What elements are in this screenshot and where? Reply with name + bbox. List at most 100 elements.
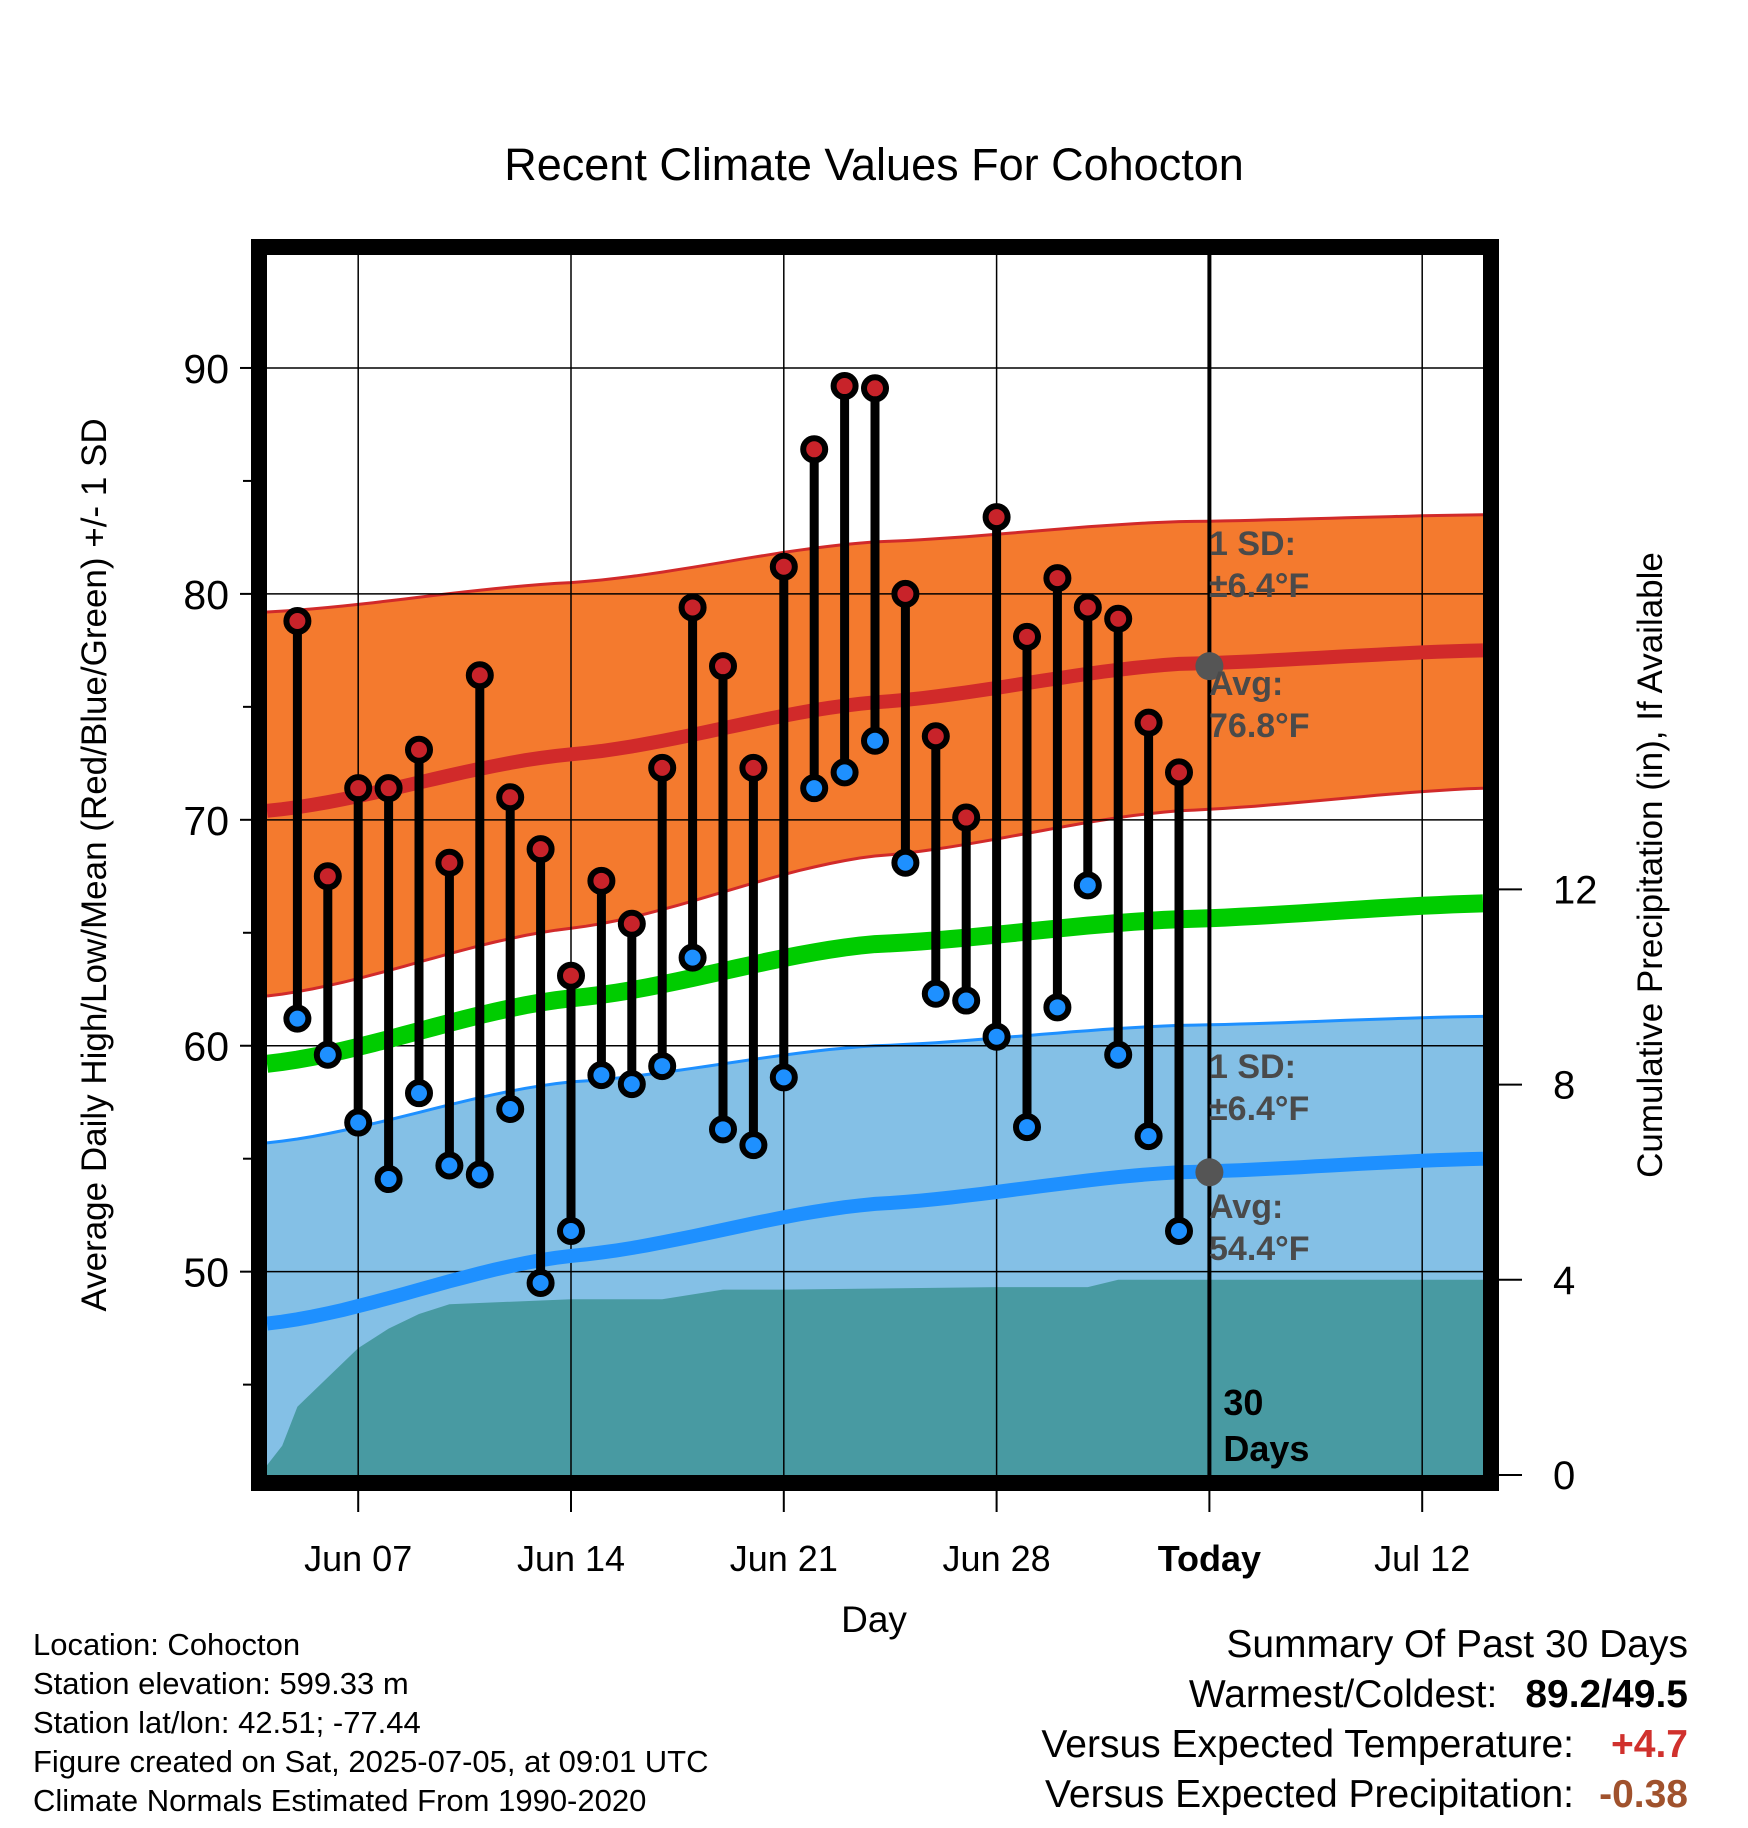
daily-low-point (1013, 1113, 1041, 1142)
latlon-text: Station lat/lon: 42.51; -77.44 (33, 1705, 421, 1740)
x-tick-label: Jun 28 (943, 1538, 1051, 1579)
daily-low-point (1043, 993, 1072, 1022)
daily-high-point (313, 862, 342, 891)
daily-low-point (1104, 1040, 1133, 1069)
daily-high-point (587, 866, 616, 895)
y-tick-label: 70 (183, 798, 229, 844)
daily-high-point (800, 435, 829, 464)
y-tick-label: 60 (183, 1024, 229, 1070)
low-avg-label-line: Avg: (1209, 1188, 1283, 1226)
low-sd-label: 1 SD: ±6.4°F (1209, 1048, 1309, 1128)
today-marker: 30 Days (1195, 255, 1309, 1475)
x-tick-label: Jul 12 (1374, 1538, 1470, 1579)
daily-high-point (1043, 564, 1072, 593)
high-sd-label: 1 SD: ±6.4°F (1209, 525, 1309, 605)
chart-title: Recent Climate Values For Cohocton (504, 139, 1244, 190)
daily-low-point (617, 1070, 646, 1099)
daily-low-point (678, 943, 707, 972)
warm-cold-row: Warmest/Coldest: 89.2/49.5 (1041, 1670, 1688, 1720)
daily-low-point (405, 1079, 433, 1108)
created-text: Figure created on Sat, 2025-07-05, at 09… (33, 1744, 709, 1779)
daily-high-point (678, 593, 707, 622)
daily-high-point (1104, 604, 1133, 633)
band-labels: 1 SD: ±6.4°F Avg: 76.8°F 1 SD: ±6.4°F Avg: 54.4… (1209, 525, 1310, 1268)
daily-high-point (435, 848, 464, 877)
high-sd-label-line: ±6.4°F (1209, 567, 1309, 605)
temp-value: +4.7 (1611, 1723, 1688, 1766)
x-tick-label: Today (1158, 1538, 1261, 1579)
daily-high-point (405, 735, 433, 764)
daily-high-point (952, 803, 981, 832)
today-high-normal-point (1195, 652, 1224, 681)
high-sd-lower-edge (266, 786, 1484, 998)
low-avg-label-line: 54.4°F (1209, 1230, 1310, 1268)
daily-high-point (891, 579, 920, 608)
daily-low-point (891, 848, 920, 877)
daily-high-point (830, 372, 859, 401)
temp-row: Versus Expected Temperature: +4.7 (1041, 1720, 1688, 1770)
daily-low-point (648, 1052, 677, 1081)
y2-tick-label: 4 (1553, 1259, 1575, 1303)
high-avg-label: Avg: 76.8°F (1209, 665, 1310, 745)
daily-low-point (496, 1095, 525, 1123)
precip-row: Versus Expected Precipitation: -0.38 (1041, 1770, 1688, 1820)
daily-low-point (1165, 1217, 1193, 1245)
daily-low-point (830, 758, 859, 787)
daily-high-point (465, 661, 494, 690)
normals-text: Climate Normals Estimated From 1990-2020 (33, 1783, 647, 1818)
daily-low-point (465, 1160, 494, 1189)
daily-high-point (374, 774, 403, 803)
y2-axis-label: Cumulative Precipitation (in), If Availa… (1631, 552, 1670, 1178)
daily-low-point (587, 1061, 616, 1090)
summary-panel: Summary Of Past 30 Days Warmest/Coldest:… (1041, 1620, 1688, 1820)
today-low-normal-point (1195, 1158, 1224, 1187)
daily-low-point (435, 1151, 464, 1180)
x-tick-label: Jun 14 (517, 1538, 625, 1579)
daily-high-point (1013, 622, 1041, 651)
daily-low-point (769, 1063, 798, 1092)
daily-high-point (921, 722, 950, 751)
daily-range-bars (283, 372, 1193, 1297)
daily-high-point (617, 909, 646, 938)
daily-high-point (526, 835, 555, 864)
location-text: Location: Cohocton (33, 1627, 301, 1662)
y-tick-label: 50 (183, 1250, 229, 1296)
x-tick-label: Jun 07 (304, 1538, 412, 1579)
axes: 50 60 70 80 90 0 4 8 12 Jun 07 Jun 14 Jun 21 Jun 28 T… (183, 346, 1597, 1579)
daily-low-point (526, 1268, 555, 1297)
daily-high-point (709, 652, 737, 681)
daily-low-point (952, 986, 981, 1015)
daily-high-point (344, 774, 373, 803)
daily-high-point (648, 753, 677, 782)
precip-value: -0.38 (1599, 1773, 1688, 1816)
daily-high-point (557, 961, 585, 990)
y2-tick-label: 0 (1553, 1454, 1575, 1498)
warm-cold-label: Warmest/Coldest: (1188, 1673, 1498, 1716)
daily-low-point (800, 774, 829, 803)
warm-cold-value: 89.2/49.5 (1525, 1673, 1688, 1716)
low-normal-line (266, 1151, 1484, 1331)
daily-low-point (557, 1217, 585, 1245)
daily-high-point (769, 552, 798, 581)
days-label-line: Days (1223, 1428, 1309, 1469)
high-sd-label-line: 1 SD: (1209, 525, 1296, 563)
station-info: Location: Cohocton Station elevation: 59… (33, 1625, 709, 1820)
mean-normal-line (265, 894, 1484, 1073)
days-label-line: 30 (1223, 1382, 1263, 1423)
daily-high-point (739, 753, 768, 782)
temp-label: Versus Expected Temperature: (1041, 1723, 1574, 1766)
daily-low-point (344, 1108, 373, 1137)
x-tick-label: Jun 21 (730, 1538, 838, 1579)
summary-title: Summary Of Past 30 Days (1226, 1623, 1688, 1666)
y-tick-label: 80 (183, 572, 229, 618)
daily-low-point (374, 1165, 403, 1194)
y2-tick-label: 8 (1553, 1064, 1575, 1108)
daily-low-point (313, 1040, 342, 1069)
y-tick-label: 90 (183, 346, 229, 392)
daily-low-point (861, 726, 889, 755)
daily-high-point (1165, 758, 1193, 787)
low-sd-label-line: 1 SD: (1209, 1048, 1296, 1086)
daily-low-point (739, 1131, 768, 1160)
low-sd-label-line: ±6.4°F (1209, 1090, 1309, 1128)
